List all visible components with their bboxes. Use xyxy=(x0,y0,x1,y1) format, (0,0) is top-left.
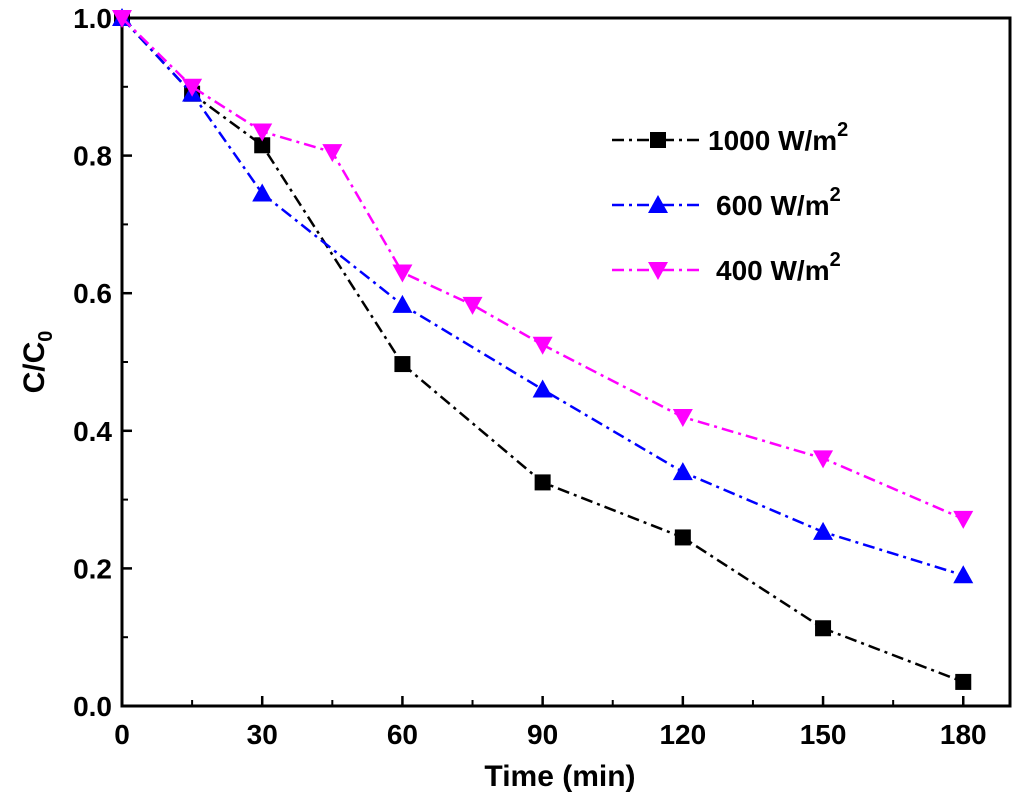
x-tick-label: 120 xyxy=(659,719,706,750)
legend-label: 600 W/m2 xyxy=(716,184,841,221)
data-point xyxy=(813,450,834,469)
data-point xyxy=(532,379,553,398)
legend-entry: 1000 W/m2 xyxy=(612,119,848,156)
legend-label-superscript: 2 xyxy=(830,249,841,271)
x-tick-label: 0 xyxy=(114,719,130,750)
data-point xyxy=(252,123,273,142)
series-2 xyxy=(112,10,974,529)
y-tick-label: 0.2 xyxy=(73,553,112,584)
y-axis-title: C/C0 xyxy=(18,331,57,394)
data-point xyxy=(955,673,972,690)
data-point xyxy=(953,565,974,584)
x-tick-label: 90 xyxy=(527,719,558,750)
data-point xyxy=(672,462,693,481)
data-point xyxy=(674,529,691,546)
series-1 xyxy=(112,8,974,584)
legend-entry: 600 W/m2 xyxy=(612,184,841,221)
data-point xyxy=(254,137,271,154)
y-tick-label: 0.6 xyxy=(73,278,112,309)
data-point xyxy=(672,409,693,428)
x-tick-label: 150 xyxy=(800,719,847,750)
data-point xyxy=(112,10,132,28)
y-tick-label: 0.8 xyxy=(73,141,112,172)
x-tick-label: 60 xyxy=(387,719,418,750)
axes: 0 30 60 90 120 150 180 0.0 0.2 0.4 0.6 0.8 1.0 xyxy=(73,3,1012,750)
series-line xyxy=(121,17,964,521)
data-point xyxy=(392,294,413,313)
series-line xyxy=(121,17,964,577)
data-point xyxy=(532,336,553,355)
data-point xyxy=(534,474,551,491)
legend-label-main: 400 W/m xyxy=(716,255,830,286)
legend-label-main: 600 W/m xyxy=(716,190,830,221)
x-tick-label: 180 xyxy=(940,719,987,750)
data-point xyxy=(813,521,834,540)
legend-label-main: 1000 W/m xyxy=(708,125,837,156)
x-tick-label: 30 xyxy=(247,719,278,750)
series-layer xyxy=(112,8,974,690)
data-point xyxy=(392,264,413,283)
y-tick-label: 0.0 xyxy=(73,691,112,722)
data-point xyxy=(953,510,974,529)
legend-marker xyxy=(648,262,668,280)
data-point xyxy=(394,356,411,373)
data-point xyxy=(322,144,343,163)
legend-label-superscript: 2 xyxy=(830,184,841,206)
legend-label: 1000 W/m2 xyxy=(708,119,848,156)
data-point xyxy=(252,183,273,202)
series-line xyxy=(121,17,964,684)
y-axis-title-subscript: 0 xyxy=(35,331,57,342)
y-tick-label: 1.0 xyxy=(73,3,112,34)
plot-frame xyxy=(120,16,1012,708)
data-point xyxy=(815,620,832,637)
data-point xyxy=(462,296,483,315)
legend-label: 400 W/m2 xyxy=(716,249,841,286)
data-point xyxy=(182,78,203,97)
y-tick-label: 0.4 xyxy=(73,416,112,447)
x-axis-title: Time (min) xyxy=(484,760,635,793)
legend-marker xyxy=(648,195,668,213)
y-axis-title-main: C/C xyxy=(18,342,51,394)
legend-entry: 400 W/m2 xyxy=(612,249,841,286)
legend-label-superscript: 2 xyxy=(837,119,848,141)
legend-marker xyxy=(650,132,666,148)
